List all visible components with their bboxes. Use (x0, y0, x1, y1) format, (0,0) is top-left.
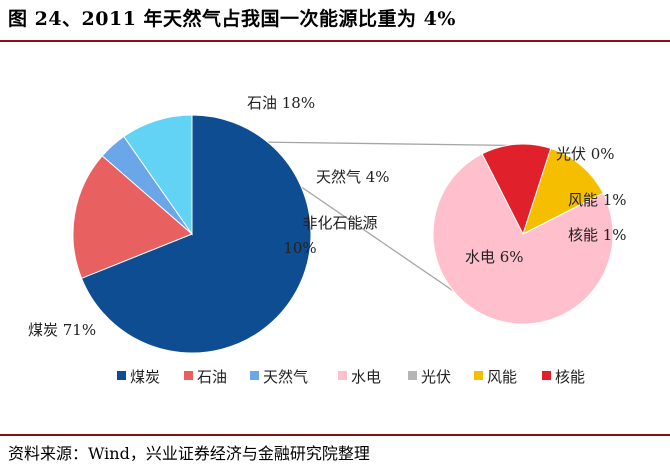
pie2-slice-3 (522, 147, 604, 235)
legend-label-6: 风能 (487, 368, 517, 386)
legend-label-5: 光伏 (421, 368, 451, 386)
source-rule (0, 434, 670, 436)
legend-swatch-4 (338, 371, 347, 380)
legend-label-2: 石油 (197, 368, 227, 386)
pie-slice-2 (72, 155, 193, 279)
data-label-1: 煤炭 71% (28, 321, 96, 339)
pie2-label-2: 核能 1% (568, 226, 627, 244)
data-label-4a: 非化石能源 (302, 214, 377, 232)
legend-swatch-1 (117, 371, 126, 380)
legend-swatch-2 (184, 371, 193, 380)
pie-slice-4 (123, 114, 193, 236)
legend-label-4: 水电 (351, 368, 381, 386)
legend-label-1: 煤炭 (130, 368, 160, 386)
legend-swatch-7 (542, 371, 551, 380)
data-label-4b: 10% (283, 239, 316, 257)
data-label-3: 天然气 4% (316, 168, 390, 186)
pie2-slice-2 (481, 143, 552, 236)
source-note: 资料来源：Wind，兴业证券经济与金融研究院整理 (8, 444, 370, 463)
legend-swatch-5 (408, 371, 417, 380)
pie2-label-4: 光伏 0% (556, 145, 615, 163)
legend-label-3: 天然气 (263, 368, 308, 386)
pie-slice-1 (80, 114, 312, 354)
legend-swatch-3 (250, 371, 259, 380)
data-label-2: 石油 18% (247, 94, 315, 112)
pie2-label-1: 水电 6% (465, 248, 524, 266)
pie2-label-3: 风能 1% (568, 191, 627, 209)
chart-title: 图 24、2011 年天然气占我国一次能源比重为 4% (8, 8, 456, 30)
legend-swatch-6 (474, 371, 483, 380)
title-rule (0, 40, 670, 42)
pie2-slice-4 (522, 192, 604, 235)
pie2-slice-1 (432, 153, 614, 325)
legend-label-7: 核能 (555, 368, 585, 386)
